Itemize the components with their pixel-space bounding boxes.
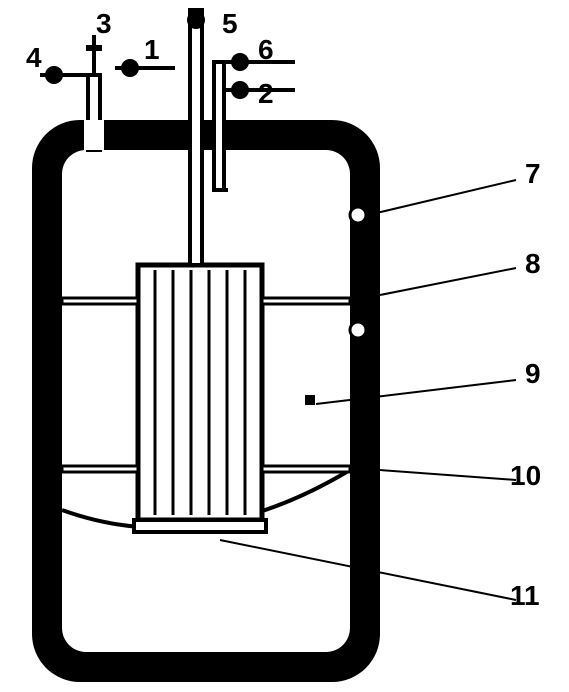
- label-10: 10: [510, 460, 541, 492]
- label-6: 6: [258, 34, 274, 66]
- label-8: 8: [525, 248, 541, 280]
- label-11: 11: [510, 580, 540, 612]
- sight-glass-upper: [350, 207, 366, 223]
- label-3: 3: [96, 8, 112, 40]
- label-1: 1: [144, 34, 160, 66]
- sight-glass-lower: [350, 322, 366, 338]
- label-4: 4: [26, 42, 42, 74]
- label-7: 7: [525, 158, 541, 190]
- schematic-diagram: [0, 0, 569, 692]
- pipe-center: [187, 10, 205, 265]
- label-5: 5: [222, 8, 238, 40]
- sensor-marker: [305, 395, 315, 405]
- inner-bundle: [134, 265, 266, 532]
- label-2: 2: [258, 78, 274, 110]
- label-9: 9: [525, 358, 541, 390]
